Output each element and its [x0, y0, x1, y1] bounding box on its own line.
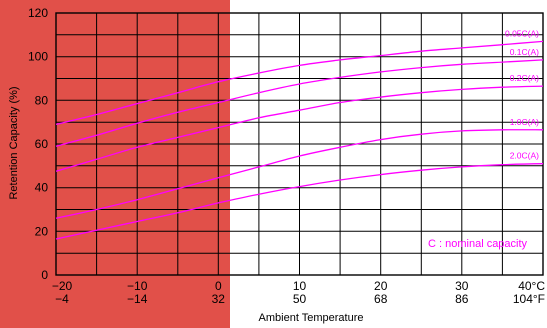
- nominal-capacity-note: C : nominal capacity: [428, 238, 528, 250]
- x-tick-label-celsius: −20: [52, 279, 73, 293]
- cold-region-band: [0, 0, 230, 328]
- x-tick-label-fahrenheit: 32: [212, 292, 226, 306]
- series-label: 0.2C(A): [510, 73, 539, 83]
- axis-ticks: 020406080100120−20−4−10−1403210502068308…: [28, 6, 545, 306]
- series-line-01ca: [55, 59, 544, 147]
- x-tick-label-celsius: 20: [374, 279, 388, 293]
- x-tick-label-fahrenheit: −4: [55, 292, 69, 306]
- series-line-02ca: [55, 85, 544, 172]
- y-tick-label: 80: [35, 93, 49, 107]
- x-tick-label-fahrenheit: −14: [127, 292, 148, 306]
- series-label: 2.0C(A): [510, 151, 539, 161]
- y-tick-label: 20: [35, 224, 49, 238]
- series-line-10ca: [55, 129, 544, 219]
- plot-frame: [55, 12, 544, 276]
- series-line-005ca: [55, 40, 544, 126]
- x-axis-label: Ambient Temperature: [259, 312, 364, 324]
- x-tick-label-fahrenheit: 104°F: [513, 292, 545, 306]
- x-tick-label-celsius: 30: [455, 279, 469, 293]
- grid: [56, 13, 543, 275]
- y-tick-label: 100: [28, 50, 48, 64]
- x-tick-label-celsius: 40°C: [518, 279, 545, 293]
- series-labels: 0.05C(A) 0.1C(A) 0.2C(A) 1.0C(A) 2.0C(A): [505, 28, 539, 160]
- y-tick-label: 60: [35, 137, 49, 151]
- series-line-20ca: [55, 163, 544, 240]
- series-label: 0.05C(A): [505, 28, 539, 38]
- series-label: 0.1C(A): [510, 47, 539, 57]
- y-tick-label: 120: [28, 6, 48, 20]
- x-tick-label-celsius: −10: [127, 279, 148, 293]
- y-axis-label: Retention Capacity (%): [8, 86, 20, 199]
- x-tick-label-fahrenheit: 86: [455, 292, 469, 306]
- y-tick-label: 40: [35, 181, 49, 195]
- series-lines: [55, 40, 544, 240]
- x-tick-label-fahrenheit: 50: [293, 292, 307, 306]
- x-tick-label-celsius: 0: [215, 279, 222, 293]
- series-label: 1.0C(A): [510, 117, 539, 127]
- x-tick-label-fahrenheit: 68: [374, 292, 388, 306]
- x-tick-label-celsius: 10: [293, 279, 307, 293]
- y-tick-label: 0: [41, 268, 48, 282]
